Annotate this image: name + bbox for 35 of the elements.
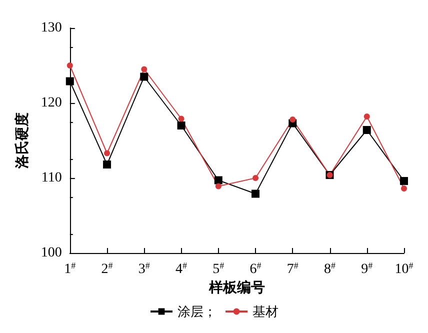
x-tick-label: 4# bbox=[176, 260, 188, 277]
point bbox=[401, 186, 407, 192]
point bbox=[178, 116, 184, 122]
point bbox=[103, 160, 112, 168]
x-tick-label: 2# bbox=[101, 260, 114, 277]
x-tick-label: 5# bbox=[212, 260, 225, 277]
y-tick-label: 120 bbox=[40, 96, 62, 110]
point bbox=[400, 177, 408, 185]
point bbox=[252, 190, 260, 198]
legend-label: 涂层； bbox=[178, 304, 216, 319]
y-axis-title: 洛氏硬度 bbox=[14, 112, 30, 170]
x-tick-label: 10# bbox=[394, 260, 414, 277]
x-tick-label: 8# bbox=[324, 260, 336, 277]
x-tick-label: 3# bbox=[138, 260, 150, 277]
y-tick-label: 130 bbox=[40, 20, 62, 36]
point bbox=[364, 114, 370, 120]
x-tick-label: 7# bbox=[286, 260, 299, 277]
legend-label: 基材 bbox=[252, 304, 278, 319]
point bbox=[214, 176, 222, 184]
x-tick-label: 1# bbox=[64, 260, 76, 277]
point bbox=[104, 150, 110, 156]
point bbox=[66, 62, 73, 68]
point bbox=[140, 72, 148, 81]
point bbox=[177, 122, 186, 130]
x-axis-title: 样板编号 bbox=[208, 278, 265, 296]
x-tick-label: 9# bbox=[361, 260, 374, 277]
x-tick-label: 6# bbox=[250, 260, 262, 277]
point bbox=[362, 126, 371, 134]
point bbox=[252, 175, 259, 181]
point bbox=[141, 66, 148, 72]
y-tick-label: 100 bbox=[40, 246, 62, 260]
point bbox=[290, 116, 296, 122]
point bbox=[66, 77, 74, 86]
point bbox=[215, 183, 222, 190]
y-tick-label: 110 bbox=[41, 170, 62, 186]
